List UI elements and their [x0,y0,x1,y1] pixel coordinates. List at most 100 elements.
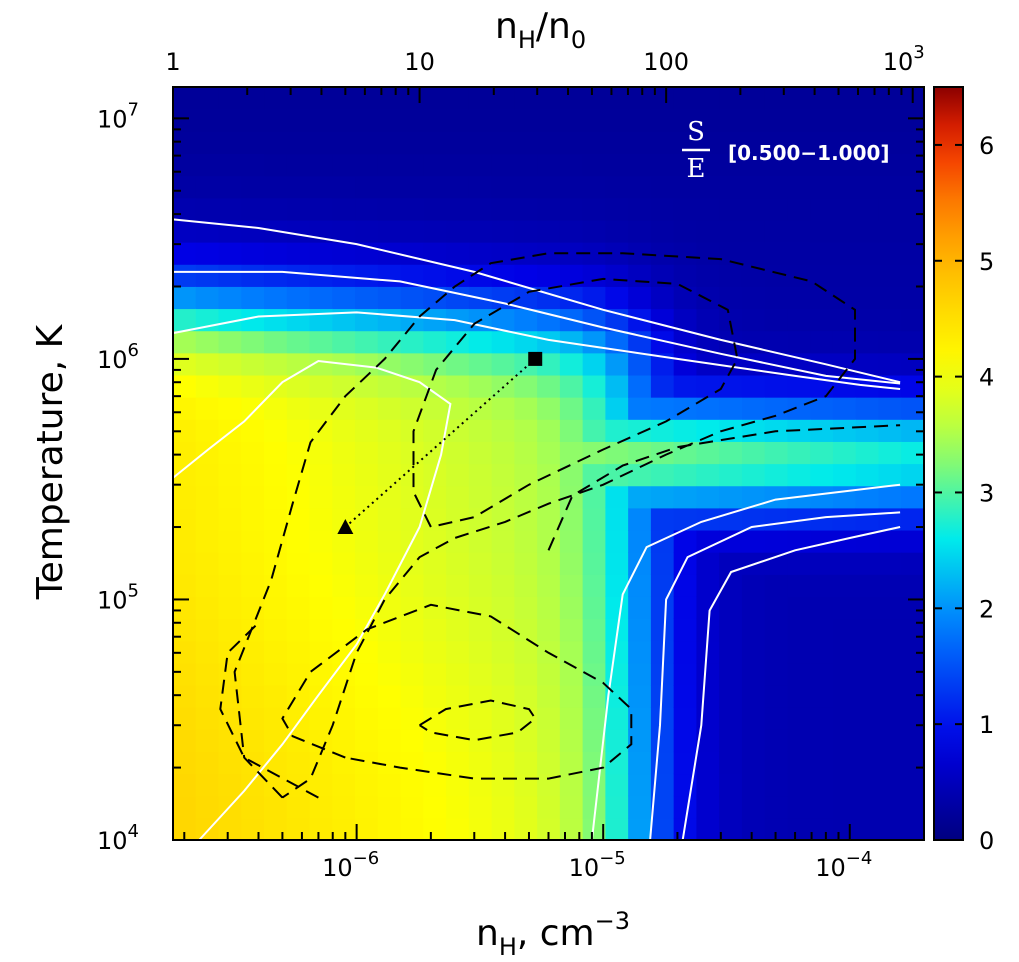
heatmap-cell [491,662,515,686]
heatmap-cell [514,574,538,597]
heatmap-cell [673,352,698,376]
x-tick-label: 10−4 [815,848,872,882]
heatmap-cell [787,397,811,420]
heatmap-cell [810,463,834,487]
heatmap-cell [855,397,880,420]
heatmap-cell [173,574,197,597]
heatmap-cell [673,153,698,177]
x-tick-label: 10−5 [569,848,626,882]
heatmap-cell [787,308,811,332]
heatmap-cell [878,242,902,265]
heatmap-cell [537,219,561,243]
heatmap-cell [855,485,880,509]
heatmap-cell [605,662,629,686]
heatmap-cell [582,286,606,310]
heatmap-cell [764,529,789,553]
heatmap-cell [446,286,470,310]
heatmap-cell [468,441,493,465]
heatmap-cell [832,109,857,132]
heatmap-cell [878,552,902,575]
heatmap-cell [241,419,265,442]
heatmap-cell [901,264,925,287]
heatmap-cell [696,264,720,287]
heatmap-cell [355,352,379,376]
heatmap-cell [446,574,470,597]
heatmap-cell [423,131,447,155]
heatmap-cell [468,197,493,221]
heatmap-cell [514,529,538,553]
heatmap-cell [855,596,880,620]
heatmap-cell [741,707,766,730]
heatmap-cell [173,463,197,487]
heatmap-cell [719,131,743,155]
heatmap-cell [491,507,515,531]
heatmap-cell [628,153,652,177]
heatmap-cell [764,640,789,664]
heatmap-cell [901,219,925,243]
heatmap-cell [741,684,766,708]
heatmap-cell [309,552,333,575]
heatmap-cell [787,529,811,553]
heatmap-cell [764,153,789,177]
heatmap-cell [673,397,698,420]
heatmap-cell [855,308,880,332]
heatmap-cell [423,751,447,775]
heatmap-cell [446,374,470,398]
heatmap-cell [377,817,402,841]
heatmap-cell [355,397,379,420]
heatmap-cell [400,197,424,221]
heatmap-cell [628,219,652,243]
heatmap-cell [446,242,470,265]
heatmap-cell [332,374,356,398]
heatmap-cell [537,618,561,642]
heatmap-cell [537,552,561,575]
heatmap-cell [195,463,220,487]
heatmap-cell [264,308,288,332]
heatmap-cell [673,596,698,620]
heatmap-cell [400,640,424,664]
heatmap-cell [423,419,447,442]
heatmap-cell [332,175,356,199]
heatmap-cell [537,175,561,199]
heatmap-cell [423,264,447,287]
heatmap-cell [810,574,834,597]
white-contour-line [172,359,452,841]
heatmap-cell [559,707,584,730]
heatmap-cell [559,397,584,420]
heatmap-cell [741,662,766,686]
heatmap-cell [468,109,493,132]
heatmap-cell [377,618,402,642]
heatmap-cell [537,817,561,841]
heatmap-cell [878,707,902,730]
heatmap-cell [332,618,356,642]
heatmap-cell [309,485,333,509]
heatmap-cell [559,87,584,110]
heatmap-cell [650,131,675,155]
heatmap-cell [173,795,197,819]
heatmap-cell [514,463,538,487]
heatmap-cell [537,308,561,332]
heatmap-cell [878,441,902,465]
heatmap-cell [810,330,834,354]
heatmap-cell [537,684,561,708]
heatmap-cell [696,552,720,575]
heatmap-cell [468,374,493,398]
heatmap-cell [810,441,834,465]
heatmap-cell [332,817,356,841]
heatmap-cell [446,219,470,243]
heatmap-cell [264,286,288,310]
heatmap-cell [491,197,515,221]
heatmap-cell [332,529,356,553]
heatmap-cell [468,175,493,199]
heatmap-cell [514,219,538,243]
heatmap-cell [901,529,925,553]
heatmap-cell [810,485,834,509]
heatmap-cell [400,131,424,155]
heatmap-cell [810,552,834,575]
heatmap-cell [286,397,311,420]
heatmap-cell [514,773,538,797]
heatmap-cell [468,529,493,553]
heatmap-cell [218,529,242,553]
heatmap-cell [355,463,379,487]
heatmap-cell [628,419,652,442]
